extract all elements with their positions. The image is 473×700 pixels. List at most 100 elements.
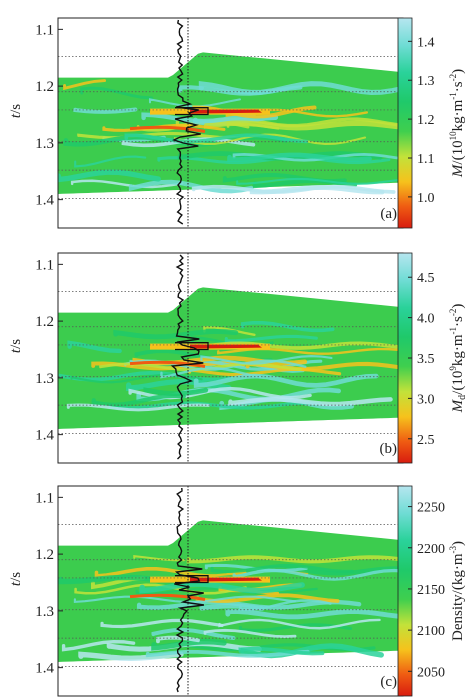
panel-label: (a) (380, 206, 397, 222)
reflector-stripe (139, 581, 305, 594)
colorbar-label: Density/(kg·m-3) (448, 541, 466, 641)
reflector-stripe (145, 649, 310, 658)
reflector-stripe (73, 595, 296, 604)
anomaly-lower (129, 593, 206, 601)
colorbar-tick-label: 1.0 (417, 191, 435, 206)
reflector-stripe (61, 639, 136, 652)
reflector-stripe (67, 340, 122, 354)
image-area (58, 52, 403, 195)
colorbar-tick-label: 1.1 (417, 152, 435, 167)
reflector-stripe (245, 566, 403, 576)
reflector-stripe (74, 155, 147, 168)
y-tick-label: 1.4 (35, 193, 54, 209)
reflector-stripe (151, 638, 227, 651)
y-tick-label: 1.1 (35, 22, 54, 38)
colorbar-tick-label: 1.4 (417, 35, 435, 50)
reflector-stripe (178, 85, 303, 96)
reflector-stripe (128, 386, 312, 400)
reflector-stripe (218, 618, 381, 630)
colorbar-tick-label: 2050 (417, 665, 445, 680)
reflector-stripe (100, 618, 224, 629)
reflector-stripe (203, 628, 297, 639)
colorbar-label: Md/(109kg·m-1·s-2) (448, 304, 468, 414)
y-tick-label: 1.3 (35, 136, 54, 152)
colorbar (397, 485, 413, 697)
colorbar-tick-label: 1.2 (417, 113, 435, 128)
reflector-stripe (160, 366, 263, 379)
reflector-stripe (91, 393, 186, 408)
colorbar-tick-label: 2.5 (417, 433, 435, 448)
y-tick-label: 1.1 (35, 490, 54, 506)
reflector-stripe (210, 563, 354, 574)
well-log-trace (170, 254, 204, 460)
reflector-stripe (191, 184, 396, 194)
panel-1: 1.1 1.2 1.3 1.4 t/s (a) 1.4 1.3 1.2 1.1 1.0 M/(1010… (8, 17, 466, 229)
panel-3: 1.1 1.2 1.3 1.4 t/s (c) 2250 2200 2150 2100 2050 De… (8, 485, 466, 697)
y-axis-label: t/s (8, 572, 24, 586)
reflector-stripe (58, 169, 161, 183)
reflector-stripe (63, 79, 107, 91)
y-tick-label: 1.3 (35, 371, 54, 387)
image-area (58, 520, 403, 662)
y-tick-label: 1.1 (35, 257, 54, 273)
y-tick-label: 1.3 (35, 604, 54, 620)
well-log-spike (175, 575, 209, 584)
reflector-stripe (232, 153, 403, 162)
reflector-stripe (70, 179, 184, 189)
colorbar-tick-label: 4.5 (417, 271, 435, 286)
reflector-stripe (74, 583, 247, 595)
reflector-stripe (78, 651, 184, 661)
reflector-stripe (203, 326, 256, 336)
reflector-stripe (124, 133, 309, 144)
well-log-spike (175, 342, 209, 351)
reflector-stripe (238, 623, 353, 632)
anomaly-lower (129, 360, 206, 368)
reflector-stripe (113, 329, 239, 340)
reflector-stripe (200, 354, 333, 365)
well-log-spike (175, 107, 209, 116)
reflector-stripe (232, 568, 403, 581)
reflector-stripe (193, 373, 379, 388)
reflector-stripe (240, 321, 335, 333)
panel-label: (b) (380, 441, 398, 457)
y-tick-label: 1.2 (35, 547, 54, 563)
reflector-stripe (156, 635, 200, 644)
y-tick-label: 1.2 (35, 314, 54, 330)
colorbar (397, 17, 413, 229)
colorbar-tick-label: 2200 (417, 542, 445, 557)
well-log-trace (174, 487, 204, 693)
reflector-stripe (143, 387, 209, 397)
y-axis-label: t/s (8, 339, 24, 353)
colorbar-tick-label: 3.0 (417, 392, 435, 407)
reflector-stripe (199, 603, 265, 611)
reflector-stripe (148, 98, 242, 108)
colorbar-tick-label: 2250 (417, 501, 445, 516)
reflector-stripe (226, 122, 280, 130)
reflector-stripe (133, 555, 186, 562)
reflector-stripe (224, 334, 318, 343)
colorbar-tick-label: 3.5 (417, 352, 435, 367)
y-tick-label: 1.4 (35, 661, 54, 677)
reflector-stripe (128, 179, 254, 194)
colorbar-tick-label: 2100 (417, 624, 445, 639)
y-tick-label: 1.4 (35, 428, 54, 444)
reflector-stripe (236, 177, 403, 185)
y-tick-label: 1.2 (35, 79, 54, 95)
reflector-stripe (217, 347, 400, 355)
reflector-stripe (240, 646, 325, 656)
reflector-stripe (228, 397, 393, 407)
colorbar-label: M/(1010kg·m-1·s-2) (448, 69, 466, 178)
y-axis-label: t/s (8, 104, 24, 118)
reflector-stripe (225, 609, 403, 620)
colorbar-tick-label: 2150 (417, 583, 445, 598)
colorbar-tick-label: 4.0 (417, 312, 435, 327)
colorbar-tick-label: 1.3 (417, 74, 435, 89)
reflector-stripe (141, 112, 256, 124)
reflector-stripe (186, 555, 403, 564)
panel-label: (c) (380, 674, 397, 690)
image-area (58, 287, 403, 429)
well-log-trace (171, 19, 201, 225)
panel-2: 1.1 1.2 1.3 1.4 t/s (b) 4.5 4.0 3.5 3.0 2.5 Md/(109… (8, 252, 468, 464)
reflector-stripe (227, 152, 372, 163)
